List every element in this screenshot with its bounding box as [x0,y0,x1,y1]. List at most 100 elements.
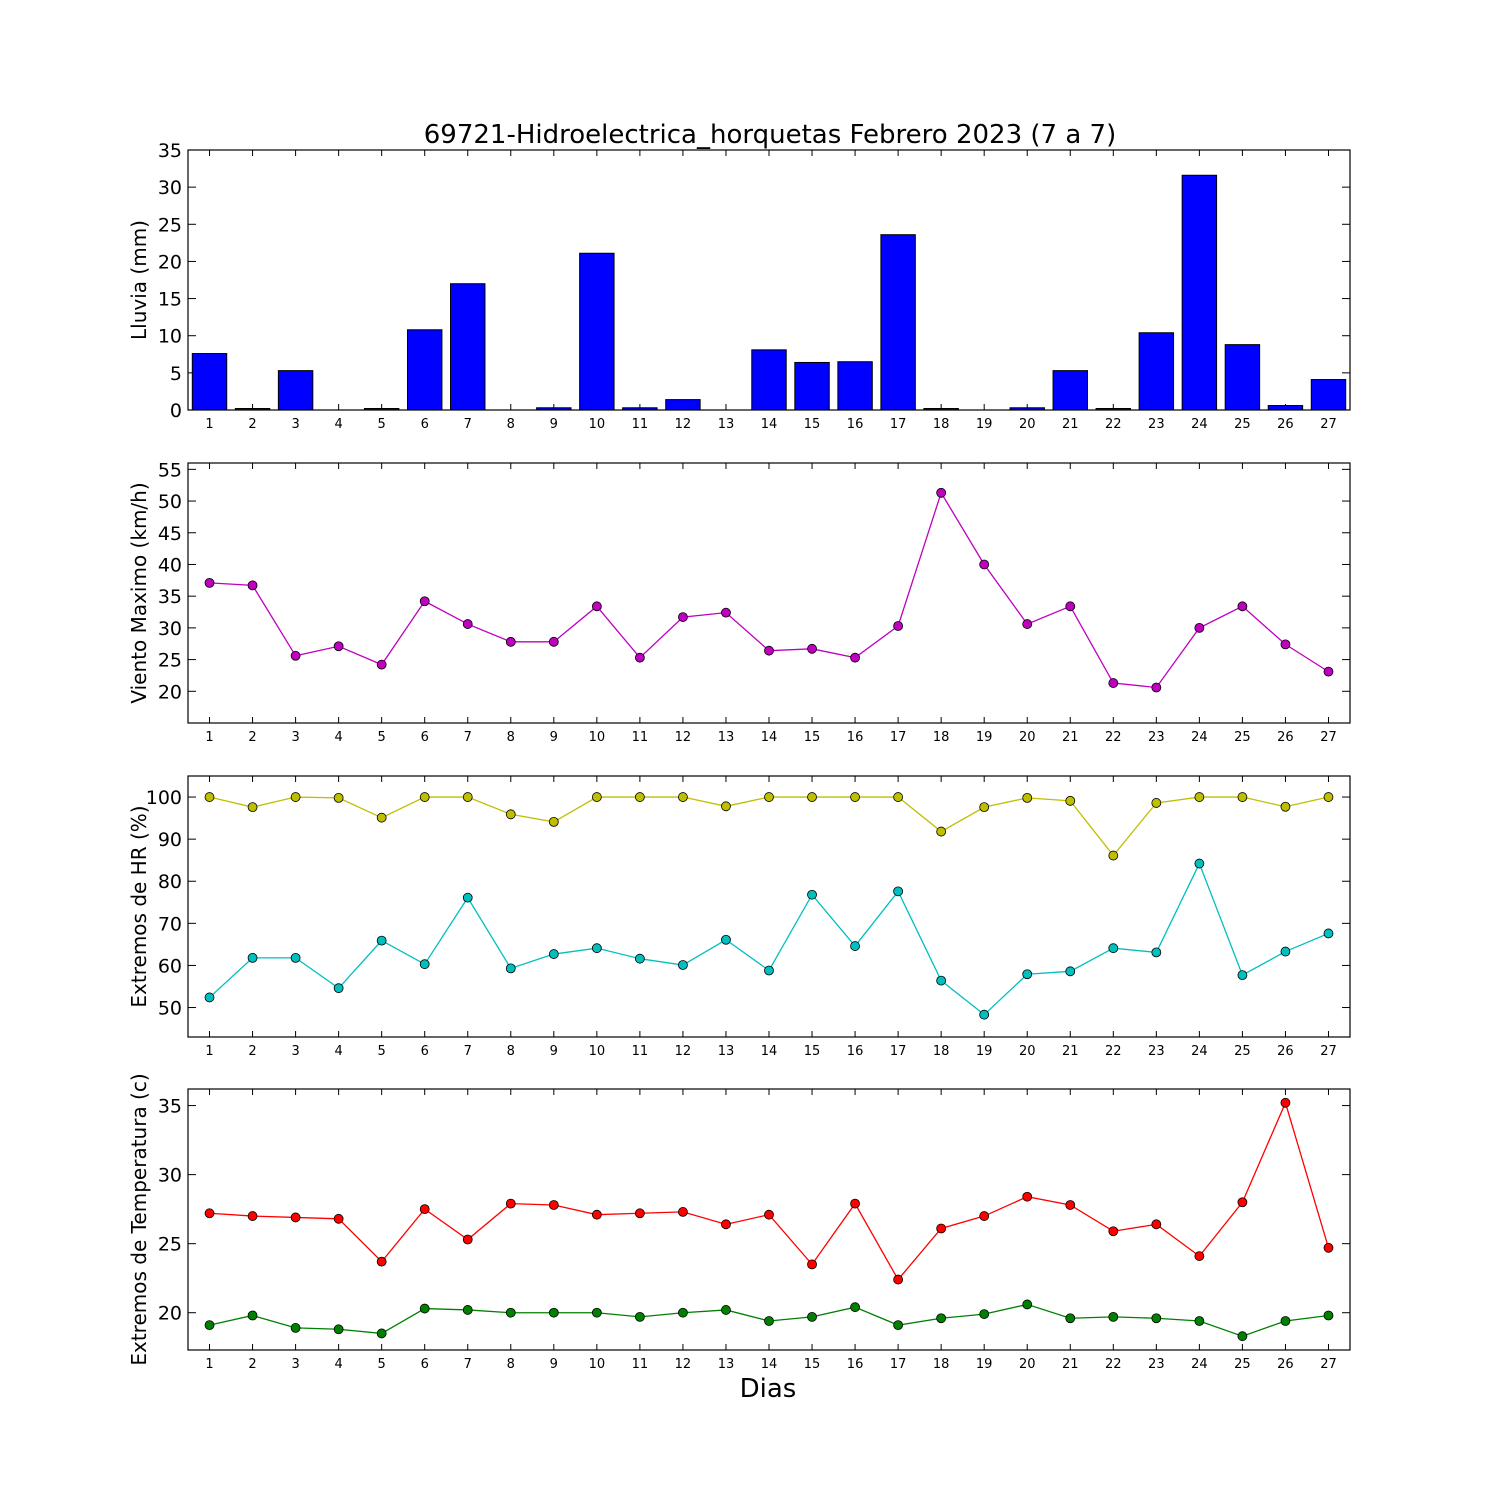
x-tick-label: 26 [1277,417,1294,432]
x-tick-label: 5 [378,1044,386,1059]
data-point [850,792,860,802]
bar [837,361,873,411]
x-tick-label: 13 [718,417,735,432]
data-point [462,792,473,802]
bar [450,283,486,411]
data-point [1065,601,1076,612]
y-tick-label: 30 [158,618,182,640]
x-tick-label: 15 [804,417,821,432]
data-point [807,643,817,654]
data-point [979,1211,990,1221]
bar [1267,405,1304,411]
y-axis-label: Extremos de HR (%) [127,805,151,1007]
data-point [764,965,774,976]
data-point [634,792,645,802]
y-tick-label: 25 [158,650,182,672]
bar [880,234,916,411]
x-tick-label: 4 [334,730,342,745]
y-tick-label: 45 [158,523,182,545]
data-point [247,580,258,591]
data-point [936,1313,947,1324]
data-point [1237,792,1248,802]
data-point [678,1207,688,1217]
data-point [376,812,387,823]
data-point [764,645,774,656]
x-tick-label: 19 [976,417,993,432]
x-tick-label: 24 [1191,417,1208,432]
data-point [1065,1313,1076,1324]
data-point [721,607,731,618]
x-tick-label: 5 [378,730,386,745]
data-point [462,619,473,629]
x-tick-label: 4 [334,1357,342,1372]
data-point [1151,1313,1162,1324]
x-tick-label: 8 [507,417,515,432]
x-tick-label: 2 [248,1044,256,1059]
x-tick-label: 1 [205,730,213,745]
x-tick-label: 9 [550,417,558,432]
data-point [1323,1242,1334,1253]
y-tick-label: 25 [158,214,182,236]
x-tick-label: 25 [1234,1357,1251,1372]
x-tick-label: 4 [334,417,342,432]
data-point [1237,601,1248,612]
data-point [462,1234,473,1245]
data-point [505,636,516,647]
data-point [419,1204,430,1215]
y-axis-label: Extremos de Temperatura (c) [127,1073,151,1365]
x-tick-label: 9 [550,1357,558,1372]
data-point [850,941,860,951]
data-point [1108,1311,1119,1322]
data-point [1065,966,1076,977]
data-point [807,792,817,802]
data-point [678,792,688,802]
x-tick-label: 26 [1277,730,1294,745]
data-point [1022,619,1033,629]
data-point [1323,666,1334,677]
x-tick-label: 18 [933,1357,950,1372]
x-tick-label: 14 [761,1357,778,1372]
x-tick-label: 15 [804,1357,821,1372]
x-tick-label: 12 [675,1357,692,1372]
data-point [979,1009,990,1020]
x-tick-label: 7 [464,1044,472,1059]
data-point [1065,1200,1076,1210]
y-tick-label: 20 [158,681,182,703]
data-point [333,1324,344,1335]
data-point [634,1311,645,1322]
data-point [505,963,516,974]
x-tick-label: 1 [205,1357,213,1372]
x-tick-label: 12 [675,417,692,432]
y-tick-label: 20 [158,251,182,273]
data-point [247,1310,258,1321]
x-tick-label: 15 [804,1044,821,1059]
data-point [979,1309,990,1319]
x-tick-label: 16 [847,730,864,745]
data-point [764,1316,774,1326]
x-tick-label: 3 [291,730,299,745]
bar [579,252,615,411]
data-point [290,1212,301,1223]
data-point [290,952,301,963]
x-tick-label: 8 [507,1357,515,1372]
x-tick-label: 10 [589,417,606,432]
data-point [1237,970,1248,981]
x-tick-label: 14 [761,730,778,745]
data-point [1151,682,1162,693]
x-tick-label: 10 [589,1044,606,1059]
x-tick-label: 22 [1105,1044,1122,1059]
data-point [247,802,258,813]
plot-frame [187,1088,1351,1351]
x-tick-label: 21 [1062,1044,1079,1059]
x-tick-label: 22 [1105,730,1122,745]
y-tick-label: 90 [158,829,182,851]
data-point [548,816,559,827]
data-point [247,1211,258,1221]
x-tick-label: 27 [1320,1044,1337,1059]
x-tick-label: 19 [976,730,993,745]
x-tick-label: 10 [589,1357,606,1372]
data-point [333,1213,344,1224]
x-tick-label: 23 [1148,1357,1165,1372]
